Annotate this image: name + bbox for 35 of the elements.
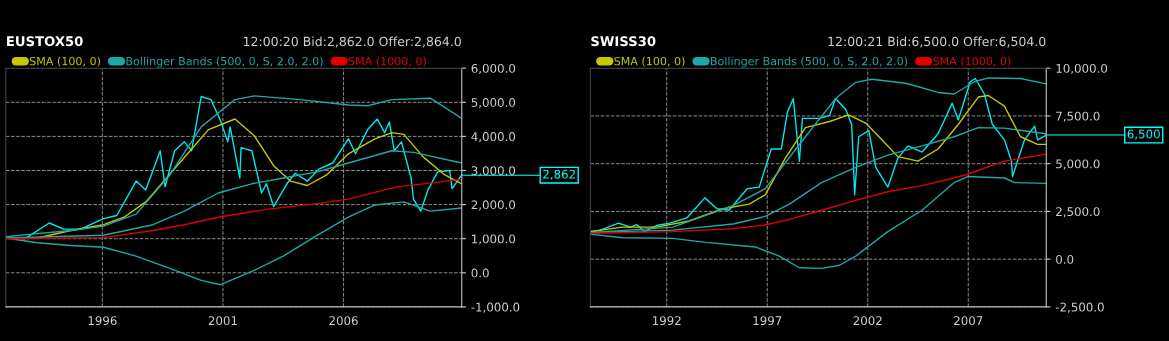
text: 12:00:20 Bid:2,862.0 Offer:2,864.0	[243, 36, 461, 48]
x-tick-label: 2007	[954, 316, 983, 326]
line-series	[5, 178, 462, 240]
legend-label: SMA (100, 0)	[614, 56, 685, 67]
y-tick-label: 7,500.0	[1056, 111, 1100, 122]
legend-label: Bollinger Bands (500, 0, S, 2.0, 2.0)	[126, 56, 323, 68]
x-tick-label: 2001	[208, 316, 237, 326]
y-tick-label: 4,000.0	[471, 132, 516, 143]
y-tick-label: -1,000.0	[471, 302, 520, 313]
y-tick-label: 2,000.0	[471, 200, 516, 211]
y-tick-label: 6,000.0	[471, 63, 516, 75]
y-tick-label: 2,500.0	[1056, 207, 1100, 218]
annotation: 6,500	[1127, 129, 1160, 140]
y-tick-label: 5,000.0	[471, 98, 516, 109]
legend-label: SMA (1000, 0)	[933, 56, 1011, 67]
y-tick-label: 3,000.0	[471, 166, 516, 177]
x-tick-label: 1996	[88, 316, 117, 326]
y-tick-label: 0.0	[471, 268, 489, 278]
annotation: 2,862	[543, 169, 575, 180]
legend-label: SMA (1000, 0)	[348, 56, 426, 67]
y-tick-label: 1,000.0	[472, 234, 516, 245]
chart-title: EUSTOX50	[7, 36, 83, 47]
y-tick-label: 5,000.0	[1056, 159, 1100, 170]
legend-label: Bollinger Bands (500, 0, S, 2.0, 2.0)	[711, 56, 908, 68]
x-tick-label: 1997	[753, 316, 782, 326]
chart-title: SWISS30	[591, 36, 656, 47]
legend-label: SMA (100, 0)	[29, 56, 101, 67]
y-tick-label: -2,500.0	[1055, 302, 1104, 313]
y-tick-label: 0.0	[1056, 254, 1074, 264]
x-tick-label: 2006	[329, 316, 358, 326]
y-tick-label: 10,000.0	[1056, 63, 1108, 75]
x-tick-label: 1992	[653, 316, 681, 326]
x-tick-label: 2002	[853, 316, 882, 326]
line-series	[590, 153, 1047, 234]
text: 12:00:21 Bid:6,500.0 Offer:6,504.0	[828, 36, 1046, 48]
